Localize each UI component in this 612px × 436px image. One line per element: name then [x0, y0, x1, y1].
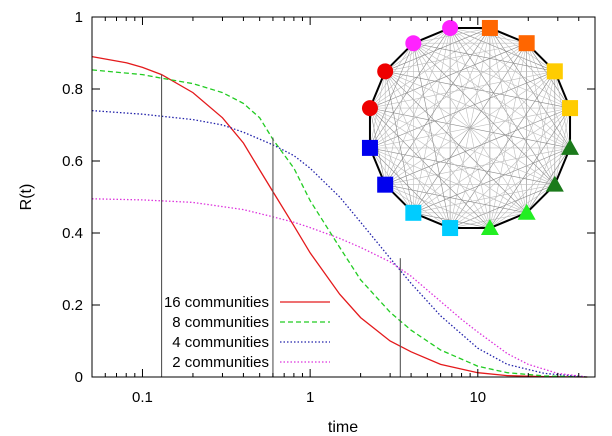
- network-node-triangle: [517, 203, 536, 220]
- network-node-triangle: [480, 219, 499, 236]
- network-edge: [449, 184, 555, 229]
- network-node-triangle: [561, 138, 580, 155]
- network-node-circle: [361, 100, 378, 117]
- y-tick-label: 1: [75, 9, 83, 26]
- network-edge: [526, 107, 571, 213]
- network-edge: [384, 71, 451, 229]
- plot-frame: [91, 16, 596, 378]
- network-edge: [369, 107, 491, 229]
- network-edge: [369, 107, 414, 213]
- network-edge: [369, 107, 451, 229]
- y-tick-label: 0.8: [62, 81, 83, 98]
- x-tick-label: 1: [306, 389, 314, 406]
- network-node-square: [562, 100, 579, 117]
- x-tick-label: 10: [469, 389, 486, 406]
- network-node-square: [377, 176, 394, 193]
- legend-label-3: 4 communities: [172, 334, 269, 351]
- network-node-square: [405, 204, 422, 221]
- series-line-3: [91, 109, 588, 378]
- series-line-1: [91, 55, 588, 378]
- network-edge: [369, 71, 555, 109]
- network-edge: [384, 42, 527, 185]
- network-edge: [489, 147, 571, 229]
- legend-label-2: 8 communities: [172, 314, 269, 331]
- network-edge: [369, 147, 527, 214]
- network-edge: [526, 43, 571, 149]
- network-edge: [385, 71, 571, 109]
- network-node-circle: [377, 63, 394, 80]
- legend-label-1: 16 communities: [164, 294, 269, 311]
- legend-label-4: 2 communities: [172, 354, 269, 371]
- network-edge: [413, 27, 491, 213]
- network-edge: [413, 43, 491, 229]
- network-edge: [384, 71, 414, 213]
- network-edge: [413, 42, 571, 109]
- legend: 16 communities 8 communities 4 communities…: [164, 294, 330, 371]
- network-node-square: [546, 63, 563, 80]
- network-edge: [369, 43, 414, 149]
- y-tick-label: 0.2: [62, 297, 83, 314]
- marker-lines: [161, 74, 401, 377]
- series-group: [91, 55, 588, 378]
- network-edge: [449, 27, 527, 213]
- network-node-square: [442, 220, 459, 237]
- network-edge: [413, 71, 556, 214]
- network-edge: [449, 27, 555, 72]
- network-edge: [413, 42, 555, 72]
- x-axis-title: time: [328, 419, 358, 436]
- axis-ticks: 0 0.2 0.4 0.6 0.8 1 0.1 1 10: [62, 9, 595, 406]
- network-edge: [385, 71, 571, 149]
- network-inset: [361, 19, 580, 237]
- network-node-triangle: [545, 175, 564, 192]
- network-node-circle: [405, 35, 422, 52]
- network-edge: [413, 43, 451, 229]
- network-edge: [413, 43, 527, 213]
- network-edge: [449, 43, 527, 229]
- network-edge: [369, 107, 555, 185]
- network-edge: [384, 71, 527, 214]
- y-tick-label: 0: [75, 369, 83, 386]
- y-tick-label: 0.6: [62, 153, 83, 170]
- network-edge: [489, 27, 571, 109]
- network-node-square: [481, 19, 498, 36]
- network-edge: [413, 42, 571, 149]
- y-axis-title: R(t): [18, 184, 35, 211]
- series-line-4: [91, 198, 588, 378]
- network-node-circle: [442, 19, 459, 36]
- y-tick-label: 0.4: [62, 225, 83, 242]
- network-edge: [385, 184, 491, 229]
- network-node-square: [518, 35, 535, 52]
- network-edge: [450, 212, 527, 229]
- network-edge: [369, 27, 451, 109]
- network-edge: [384, 43, 414, 185]
- network-edge: [385, 107, 571, 185]
- network-edge: [385, 27, 491, 72]
- series-line-2: [91, 69, 588, 378]
- network-edge: [369, 71, 555, 149]
- x-tick-label: 0.1: [132, 389, 153, 406]
- network-node-square: [361, 139, 378, 156]
- network-edge: [369, 147, 451, 229]
- network-edge: [413, 42, 556, 185]
